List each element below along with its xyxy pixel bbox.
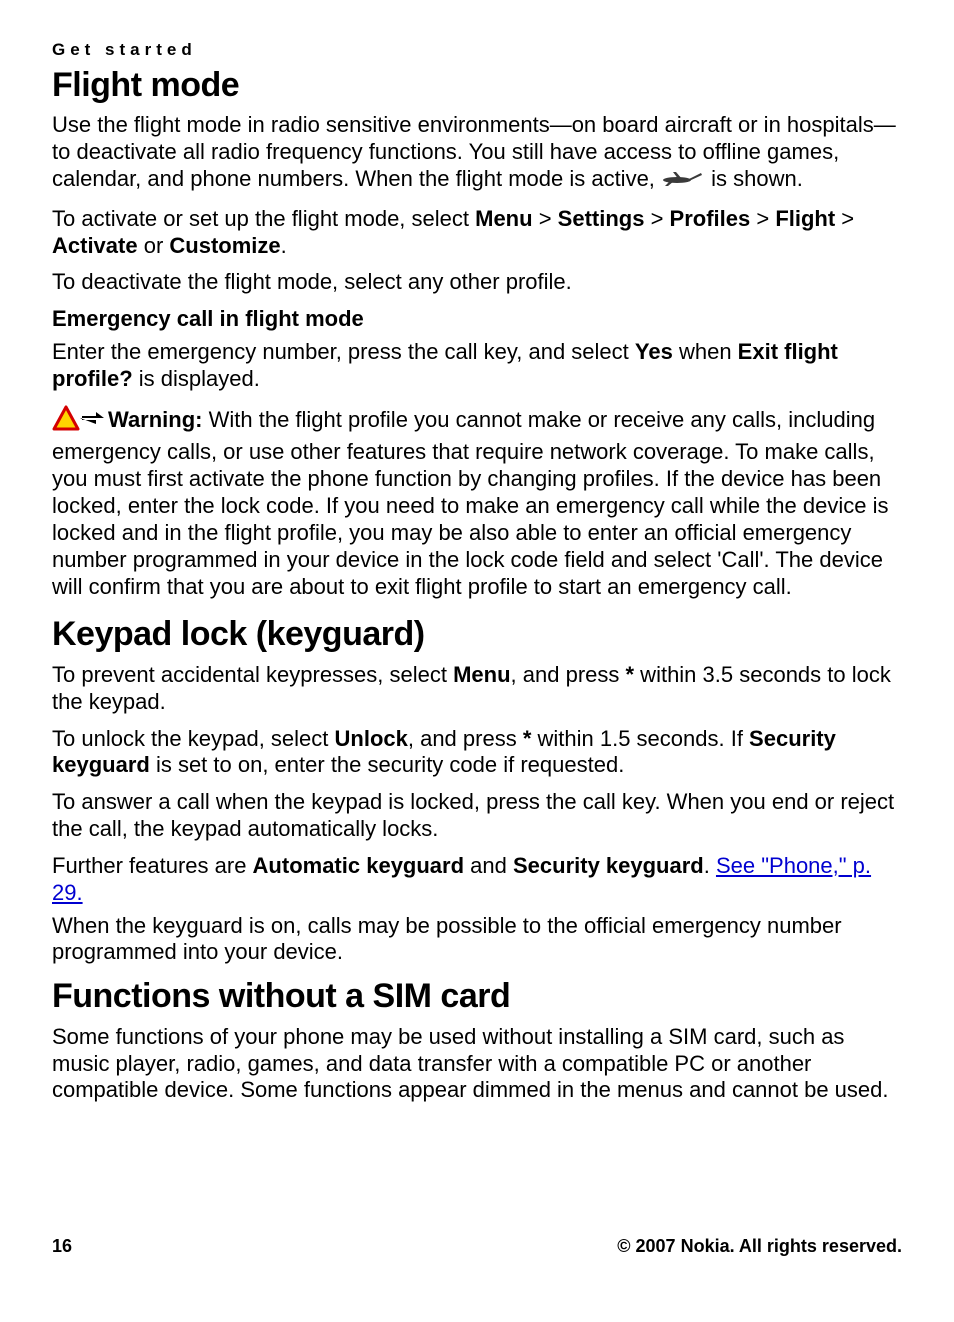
running-header: Get started bbox=[52, 40, 902, 61]
text: > bbox=[835, 206, 854, 231]
customize-label: Customize bbox=[169, 233, 280, 258]
warning-block: Warning: With the flight profile you can… bbox=[52, 403, 902, 601]
text: . bbox=[281, 233, 287, 258]
flight-deactivate-paragraph: To deactivate the flight mode, select an… bbox=[52, 269, 902, 296]
text: To prevent accidental keypresses, select bbox=[52, 662, 453, 687]
security-keyguard-label: Security keyguard bbox=[513, 853, 704, 878]
text: Enter the emergency number, press the ca… bbox=[52, 339, 635, 364]
emergency-paragraph: Enter the emergency number, press the ca… bbox=[52, 339, 902, 393]
warning-label: Warning: bbox=[108, 407, 203, 432]
text: is shown. bbox=[711, 166, 803, 191]
menu-label: Menu bbox=[475, 206, 532, 231]
text: is displayed. bbox=[133, 366, 260, 391]
text: > bbox=[533, 206, 558, 231]
keypad-features-paragraph: Further features are Automatic keyguard … bbox=[52, 853, 902, 907]
text: > bbox=[644, 206, 669, 231]
subheading-emergency: Emergency call in flight mode bbox=[52, 306, 902, 333]
keypad-lock-paragraph: To prevent accidental keypresses, select… bbox=[52, 662, 902, 716]
text: is set to on, enter the security code if… bbox=[150, 752, 624, 777]
text: when bbox=[673, 339, 738, 364]
heading-sim-card: Functions without a SIM card bbox=[52, 976, 902, 1017]
flight-activate-paragraph: To activate or set up the flight mode, s… bbox=[52, 206, 902, 260]
copyright-text: © 2007 Nokia. All rights reserved. bbox=[617, 1236, 902, 1258]
text: within 1.5 seconds. If bbox=[531, 726, 749, 751]
keypad-unlock-paragraph: To unlock the keypad, select Unlock, and… bbox=[52, 726, 902, 780]
star-label: * bbox=[626, 662, 635, 687]
page-footer: 16 © 2007 Nokia. All rights reserved. bbox=[52, 1236, 902, 1258]
heading-flight-mode: Flight mode bbox=[52, 65, 902, 106]
text: , and press bbox=[511, 662, 626, 687]
unlock-label: Unlock bbox=[335, 726, 408, 751]
text: To activate or set up the flight mode, s… bbox=[52, 206, 475, 231]
flight-intro-paragraph: Use the flight mode in radio sensitive e… bbox=[52, 112, 902, 195]
text: and bbox=[464, 853, 513, 878]
document-page: Get started Flight mode Use the flight m… bbox=[0, 0, 954, 1322]
settings-label: Settings bbox=[558, 206, 645, 231]
text: , and press bbox=[408, 726, 523, 751]
text: . bbox=[704, 853, 716, 878]
text: > bbox=[750, 206, 775, 231]
page-number: 16 bbox=[52, 1236, 72, 1258]
text: Further features are bbox=[52, 853, 253, 878]
warning-text: With the flight profile you cannot make … bbox=[52, 407, 888, 599]
heading-keypad-lock: Keypad lock (keyguard) bbox=[52, 614, 902, 655]
profiles-label: Profiles bbox=[670, 206, 751, 231]
text: or bbox=[138, 233, 170, 258]
warning-icon bbox=[52, 403, 106, 440]
automatic-keyguard-label: Automatic keyguard bbox=[253, 853, 465, 878]
sim-paragraph: Some functions of your phone may be used… bbox=[52, 1024, 902, 1104]
keypad-answer-paragraph: To answer a call when the keypad is lock… bbox=[52, 789, 902, 843]
flight-label: Flight bbox=[775, 206, 835, 231]
airplane-icon bbox=[661, 169, 705, 196]
menu-label: Menu bbox=[453, 662, 510, 687]
keypad-emergency-paragraph: When the keyguard is on, calls may be po… bbox=[52, 913, 902, 967]
activate-label: Activate bbox=[52, 233, 138, 258]
text: To unlock the keypad, select bbox=[52, 726, 335, 751]
yes-label: Yes bbox=[635, 339, 673, 364]
